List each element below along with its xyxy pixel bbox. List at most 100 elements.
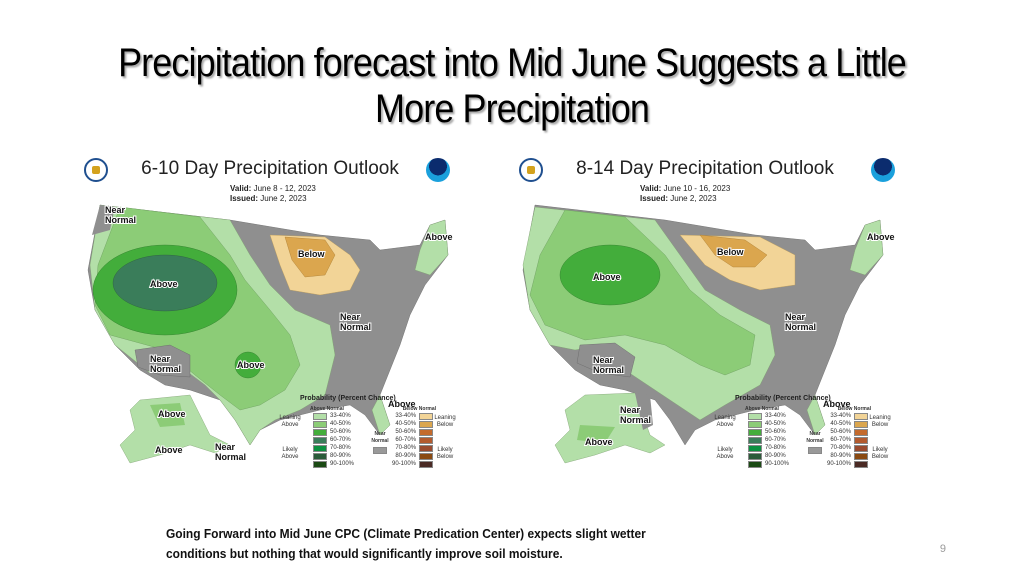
legend-swatch	[854, 428, 869, 436]
legend-swatch	[748, 428, 762, 436]
region-label: Above	[150, 279, 178, 289]
ne-above	[849, 219, 884, 276]
legend-range: 80-90%	[830, 453, 852, 459]
legend-swatch	[313, 420, 327, 428]
legend-swatch	[748, 412, 762, 420]
below-40-50	[284, 236, 336, 278]
region-label: Above	[237, 360, 265, 370]
legend-row: 60-70%	[310, 436, 354, 444]
legend-range: 60-70%	[330, 437, 351, 443]
legend-row: 40-50%	[392, 420, 436, 428]
legend-row: 70-80%	[392, 444, 436, 452]
legend-swatch	[313, 452, 327, 460]
region-label: Above	[823, 399, 851, 409]
region-label: Near Normal	[150, 354, 181, 374]
region-label: Near Normal	[340, 312, 371, 332]
legend-row: 33-40%	[392, 412, 436, 420]
alaska-above	[150, 403, 185, 427]
legend-range: 33-40%	[765, 413, 786, 419]
sw-near-normal	[134, 344, 191, 378]
map-panel-6-10-day: 6-10 Day Precipitation Outlook Valid: Ju…	[80, 150, 460, 480]
region-label: Near Normal	[593, 355, 624, 375]
legend-row: 40-50%	[745, 420, 789, 428]
ne-above	[414, 219, 449, 276]
legend-range: 33-40%	[395, 413, 417, 419]
legend-likely-above: Likely Above	[281, 447, 299, 460]
legend-swatch	[419, 452, 434, 460]
legend-above-header: Above Normal	[745, 406, 779, 412]
legend-row: 80-90%	[827, 452, 871, 460]
legend-range: 70-80%	[830, 445, 852, 451]
region-label: Above	[867, 232, 895, 242]
region-label: Below	[717, 247, 745, 257]
wa-near-normal	[92, 205, 115, 235]
legend-row: 90-100%	[745, 460, 789, 468]
legend-range: 70-80%	[330, 445, 351, 451]
sw-near-normal	[576, 342, 636, 378]
valid-label: Valid:	[640, 184, 662, 193]
region-label: Above	[425, 232, 453, 242]
valid-dates: Valid: June 8 - 12, 2023 Issued: June 2,…	[230, 184, 316, 204]
legend-range: 40-50%	[830, 421, 852, 427]
above-60-70	[112, 254, 218, 312]
valid-value: June 8 - 12, 2023	[253, 184, 316, 193]
legend-row: 40-50%	[827, 420, 871, 428]
legend-range: 40-50%	[330, 421, 351, 427]
legend-range: 33-40%	[330, 413, 351, 419]
region-label: Near Normal	[215, 442, 246, 462]
legend-row: 70-80%	[827, 444, 871, 452]
legend-below-header: Below Normal	[402, 406, 437, 412]
legend-above-header: Above Normal	[310, 406, 344, 412]
legend-leaning-above: Leaning Above	[714, 415, 736, 428]
legend-leaning-below: Leaning Below	[869, 415, 891, 428]
alaska-near-normal	[635, 393, 653, 430]
legend-swatch	[748, 460, 762, 468]
legend-swatch	[419, 428, 434, 436]
issued-value: June 2, 2023	[670, 194, 717, 203]
legend-swatch	[854, 452, 869, 460]
legend-range: 90-100%	[765, 461, 790, 467]
legend-likely-above: Likely Above	[716, 447, 734, 460]
legend-near-label: Near Normal	[371, 431, 389, 444]
region-label: Near Normal	[785, 312, 816, 332]
region-label: Near Normal	[620, 405, 651, 425]
legend-swatch	[313, 444, 327, 452]
region-label: Near Normal	[105, 205, 136, 225]
legend-row: 50-60%	[827, 428, 871, 436]
legend-range: 60-70%	[765, 437, 786, 443]
above-50-60	[559, 244, 661, 306]
precip-map: Below Above Above Near Normal Near Normal …	[522, 204, 896, 464]
legend-swatch	[748, 420, 762, 428]
legend-row: 90-100%	[392, 460, 436, 468]
valid-dates: Valid: June 10 - 16, 2023 Issued: June 2…	[640, 184, 730, 204]
legend-range: 50-60%	[765, 429, 786, 435]
legend-row: 80-90%	[310, 452, 354, 460]
legend-swatch	[748, 452, 762, 460]
legend-range: 70-80%	[395, 445, 417, 451]
region-label: Above	[158, 409, 186, 419]
legend-swatch	[854, 436, 869, 444]
legend-range: 60-70%	[830, 437, 852, 443]
legend-above-column: Above Normal 33-40% 40-50% 50-60% 60-70% 70-8…	[310, 406, 354, 468]
legend-range: 40-50%	[395, 421, 417, 427]
legend-likely-below: Likely Below	[871, 447, 889, 460]
slide-title: Precipitation forecast into Mid June Sug…	[118, 41, 907, 131]
legend: Probability (Percent Chance) Above Normal…	[270, 395, 460, 480]
valid-value: June 10 - 16, 2023	[663, 184, 731, 193]
commerce-seal-icon	[519, 158, 543, 182]
legend-range: 50-60%	[830, 429, 852, 435]
slide-caption: Going Forward into Mid June CPC (Climate…	[166, 524, 646, 564]
legend-row: 60-70%	[392, 436, 436, 444]
legend-range: 60-70%	[395, 437, 417, 443]
legend-range: 80-90%	[765, 453, 786, 459]
legend-swatch	[419, 460, 434, 468]
legend-range: 80-90%	[395, 453, 417, 459]
legend-range: 33-40%	[830, 413, 852, 419]
legend-row: 40-50%	[310, 420, 354, 428]
legend-range: 90-100%	[827, 461, 852, 467]
legend-range: 50-60%	[395, 429, 417, 435]
legend-leaning-above: Leaning Above	[279, 415, 301, 428]
texas-above	[234, 351, 262, 379]
legend-row: 60-70%	[827, 436, 871, 444]
legend: Probability (Percent Chance) Above Normal…	[705, 395, 895, 480]
